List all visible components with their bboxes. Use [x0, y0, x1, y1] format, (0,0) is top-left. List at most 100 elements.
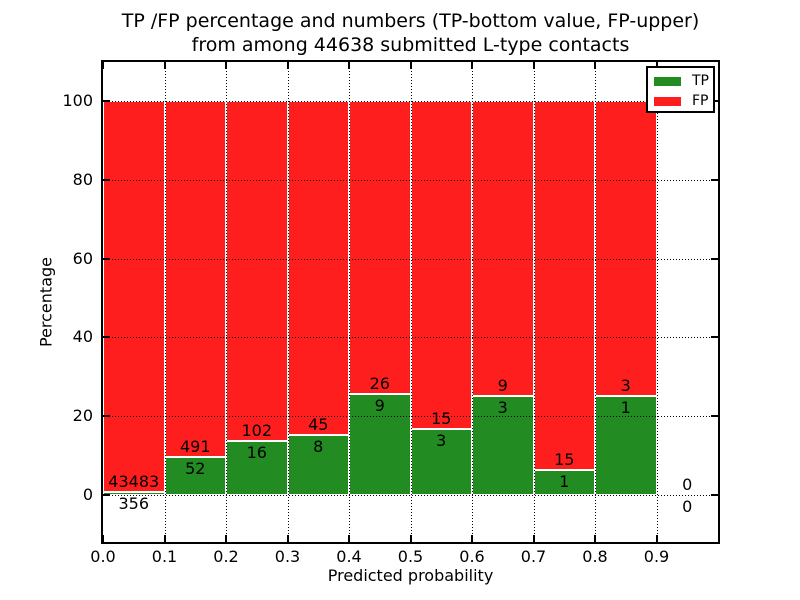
- x-tick-mark-bottom: [348, 535, 350, 542]
- bar-tp-segment: [349, 393, 411, 495]
- bar-tp-segment: [595, 396, 657, 495]
- y-tick-mark-left: [103, 179, 110, 182]
- fp-count-label: 45: [308, 415, 329, 435]
- x-tick-label: 0.7: [520, 547, 547, 566]
- x-tick-mark-bottom: [532, 535, 535, 542]
- y-tick-mark-left: [103, 257, 110, 260]
- y-tick-mark-left: [103, 100, 110, 103]
- v-gridline: [656, 62, 658, 542]
- legend-item-fp: FP: [654, 91, 713, 111]
- fp-count-label: 26: [369, 373, 390, 393]
- legend-label-fp: FP: [692, 93, 709, 109]
- bar-fp-segment: [595, 101, 657, 397]
- bar-tp-segment: [164, 457, 226, 495]
- fp-count-label: 9: [497, 376, 508, 396]
- fp-count-label: 102: [241, 421, 273, 441]
- v-gridline: [595, 62, 596, 542]
- tp-count-label: 356: [118, 493, 150, 513]
- x-tick-label: 0.9: [643, 547, 670, 566]
- bar-fp-segment: [103, 101, 165, 492]
- bar-tp-segment: [410, 429, 472, 495]
- tp-count-label: 3: [497, 398, 508, 418]
- x-tick-mark-bottom: [594, 535, 596, 542]
- v-gridline: [164, 62, 166, 542]
- legend: TP FP: [646, 66, 715, 113]
- bar-fp-segment: [349, 101, 411, 394]
- legend-swatch-tp-icon: [654, 76, 681, 86]
- x-tick-label: 0.6: [459, 547, 485, 566]
- plot-area: 43483 356 491 52 102 16 45 8 26 9 15 3 9 3 15 1 3 1 0 0: [101, 60, 720, 544]
- x-tick-mark-top: [286, 62, 289, 69]
- x-tick-mark-top: [532, 62, 535, 69]
- bar-tp-segment: [103, 491, 165, 495]
- v-gridline: [349, 62, 350, 542]
- chart-title-line1: TP /FP percentage and numbers (TP-bottom…: [121, 10, 700, 32]
- x-tick-mark-bottom: [225, 535, 227, 542]
- fp-count-label: 0: [682, 474, 693, 494]
- chart-title: TP /FP percentage and numbers (TP-bottom…: [101, 9, 720, 57]
- y-tick-mark-left: [103, 336, 110, 339]
- legend-item-tp: TP: [654, 71, 713, 91]
- tp-count-label: 1: [559, 472, 570, 492]
- fp-count-label: 15: [554, 450, 575, 470]
- legend-label-tp: TP: [692, 73, 709, 89]
- tp-count-label: 16: [246, 443, 267, 463]
- x-tick-mark-bottom: [655, 535, 658, 542]
- y-tick-mark-left: [103, 415, 110, 418]
- x-tick-label: 0.5: [397, 547, 424, 566]
- v-gridline: [287, 62, 289, 542]
- x-tick-label: 0.0: [90, 547, 116, 566]
- bar-tp-segment: [533, 470, 595, 495]
- fp-count-label: 3: [620, 376, 631, 396]
- x-tick-mark-top: [102, 62, 104, 69]
- v-gridline: [533, 62, 535, 542]
- x-tick-label: 0.1: [151, 547, 178, 566]
- tp-count-label: 8: [313, 437, 324, 457]
- v-gridline: [472, 62, 473, 542]
- fp-count-label: 43483: [108, 471, 160, 491]
- y-tick-mark-right: [711, 179, 718, 182]
- x-tick-mark-bottom: [163, 535, 166, 542]
- x-tick-mark-top: [409, 62, 412, 69]
- y-tick-label: 20: [72, 406, 93, 426]
- chart-title-line2: from among 44638 submitted L-type contac…: [191, 34, 630, 56]
- x-axis-label: Predicted probability: [327, 566, 494, 585]
- bar-fp-segment: [164, 101, 226, 458]
- x-tick-mark-bottom: [409, 535, 412, 542]
- tp-count-label: 1: [620, 398, 631, 418]
- x-tick-mark-bottom: [471, 535, 473, 542]
- y-tick-label: 60: [72, 248, 93, 268]
- v-gridline: [410, 62, 412, 542]
- y-tick-label: 0: [82, 484, 93, 504]
- fp-count-label: 491: [179, 437, 211, 457]
- x-tick-mark-top: [471, 62, 473, 69]
- y-tick-label: 40: [72, 327, 93, 347]
- tp-count-label: 3: [436, 431, 447, 451]
- y-tick-mark-right: [711, 336, 718, 339]
- bar-fp-segment: [472, 101, 534, 397]
- legend-swatch-fp-icon: [654, 96, 681, 106]
- x-tick-mark-top: [348, 62, 350, 69]
- fp-count-label: 15: [431, 409, 452, 429]
- x-tick-label: 0.4: [336, 547, 362, 566]
- x-tick-mark-top: [225, 62, 227, 69]
- v-gridline: [226, 62, 227, 542]
- y-tick-mark-right: [711, 415, 718, 418]
- tp-count-label: 52: [185, 459, 206, 479]
- x-tick-mark-bottom: [286, 535, 289, 542]
- y-tick-mark-left: [103, 493, 110, 496]
- x-tick-label: 0.2: [213, 547, 239, 566]
- x-tick-mark-top: [163, 62, 166, 69]
- y-tick-mark-right: [711, 493, 718, 496]
- x-tick-mark-bottom: [102, 535, 104, 542]
- y-tick-label: 100: [62, 91, 93, 111]
- x-tick-mark-top: [655, 62, 658, 69]
- y-tick-label: 80: [72, 170, 93, 190]
- x-tick-label: 0.3: [274, 547, 301, 566]
- tp-count-label: 0: [682, 496, 693, 516]
- y-tick-mark-right: [711, 257, 718, 260]
- x-tick-mark-top: [594, 62, 596, 69]
- tp-count-label: 9: [374, 395, 385, 415]
- x-tick-label: 0.8: [582, 547, 608, 566]
